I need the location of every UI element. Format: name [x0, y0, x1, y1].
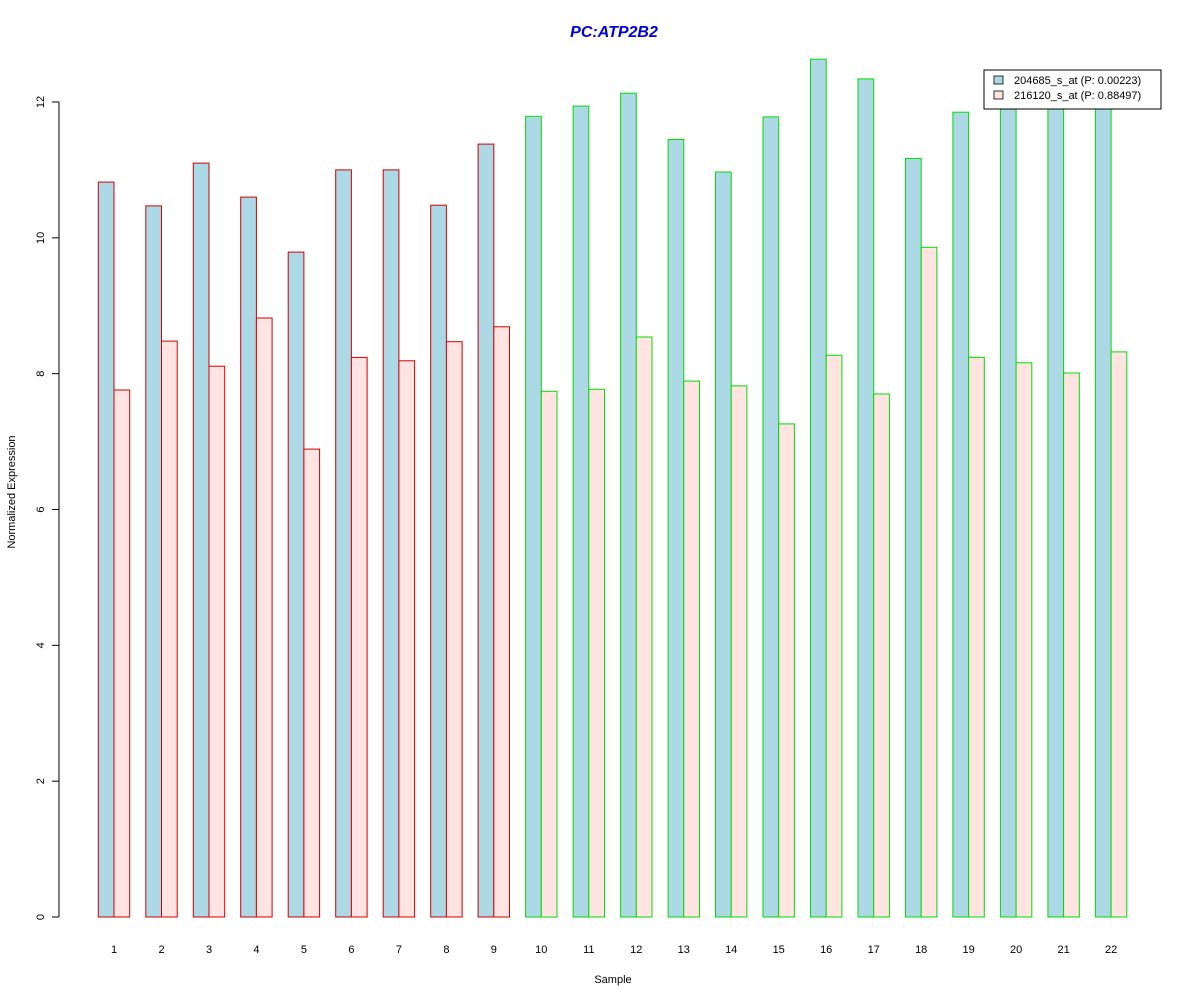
x-tick-label: 14	[725, 944, 737, 956]
bar-2-sample-6	[350, 356, 368, 918]
x-tick-label: 7	[396, 944, 402, 956]
x-tick-label: 21	[1057, 944, 1069, 956]
bar-1-sample-13	[667, 138, 685, 918]
x-tick-label: 13	[678, 944, 690, 956]
y-axis: 0 2 4 6 8 10 12	[35, 96, 60, 920]
bar-1-sample-14	[715, 171, 732, 918]
bar-1-sample-12	[620, 92, 637, 918]
x-tick-label: 3	[206, 944, 212, 956]
bar-1-sample-22	[1094, 94, 1112, 918]
bar-1-sample-7	[382, 169, 400, 918]
legend-label-1: 204685_s_at (P: 0.00223)	[1014, 75, 1141, 87]
bar-2-sample-20	[1015, 362, 1033, 918]
x-tick-label: 22	[1105, 944, 1117, 956]
bar-1-sample-15	[762, 116, 780, 918]
x-tick-label: 17	[868, 944, 880, 956]
bar-2-sample-16	[825, 354, 843, 918]
x-tick-label: 2	[158, 944, 164, 956]
chart-title: PC:ATP2B2	[570, 24, 658, 41]
bar-2-sample-3	[208, 365, 226, 918]
bar-2-sample-4	[255, 317, 273, 918]
bar-1-sample-1	[97, 181, 115, 918]
legend-swatch-2	[993, 90, 1004, 100]
bar-1-sample-2	[145, 205, 163, 918]
bar-1-sample-21	[1047, 101, 1065, 918]
bar-2-sample-17	[873, 393, 890, 918]
bar-1-sample-17	[857, 78, 875, 918]
bar-1-sample-11	[572, 105, 590, 918]
y-tick-label: 8	[35, 371, 47, 377]
bar-2-sample-9	[493, 326, 510, 918]
bar-2-sample-13	[683, 380, 700, 918]
x-tick-label: 4	[253, 944, 259, 956]
bar-2-sample-19	[968, 356, 985, 918]
x-tick-label: 15	[773, 944, 785, 956]
x-tick-label: 16	[820, 944, 832, 956]
bar-1-sample-6	[335, 169, 352, 918]
y-tick-label: 0	[35, 914, 47, 920]
x-tick-label: 8	[443, 944, 449, 956]
x-tick-label: 1	[111, 944, 117, 956]
x-tick-label: 6	[348, 944, 354, 956]
x-axis-ticks: 1 2 3 4 5 6 7 8 9 10 11 12 13 14 15 16 17 18 19 20 21 22	[111, 944, 1117, 956]
legend: 204685_s_at (P: 0.00223) 216120_s_at (P:…	[983, 69, 1162, 110]
bar-2-sample-11	[588, 388, 605, 918]
bar-1-sample-18	[905, 157, 922, 918]
x-tick-label: 5	[301, 944, 307, 956]
bar-2-sample-2	[161, 340, 178, 918]
bar-1-sample-20	[999, 94, 1017, 918]
bar-2-sample-5	[303, 448, 321, 918]
y-tick-label: 6	[35, 506, 47, 512]
bar-2-sample-18	[920, 246, 938, 918]
bar-2-sample-10	[540, 390, 558, 918]
y-tick-label: 10	[35, 232, 47, 244]
y-tick-label: 2	[35, 778, 47, 784]
y-tick-label: 12	[35, 96, 47, 108]
x-tick-label: 10	[535, 944, 547, 956]
bar-1-sample-10	[525, 115, 542, 918]
bar-2-sample-8	[445, 341, 463, 918]
bar-2-sample-14	[730, 385, 748, 918]
bar-2-sample-15	[778, 423, 795, 918]
x-tick-label: 19	[962, 944, 974, 956]
x-tick-label: 20	[1010, 944, 1022, 956]
bar-1-sample-3	[192, 162, 210, 918]
bar-2-sample-12	[635, 336, 653, 918]
bar-2-sample-21	[1063, 372, 1080, 918]
bars	[97, 58, 1128, 918]
bar-1-sample-4	[240, 196, 257, 918]
x-tick-label: 18	[915, 944, 927, 956]
legend-swatch-1	[993, 75, 1004, 85]
x-tick-label: 12	[630, 944, 642, 956]
bar-1-sample-16	[810, 58, 827, 918]
bar-2-sample-1	[113, 389, 131, 918]
y-axis-label: Normalized Expression	[6, 435, 18, 548]
bar-1-sample-9	[477, 143, 495, 918]
bar-2-sample-7	[398, 360, 416, 918]
bar-2-sample-22	[1110, 351, 1128, 918]
bar-1-sample-19	[952, 111, 970, 918]
x-axis-label: Sample	[594, 974, 631, 986]
legend-box	[983, 69, 1162, 110]
bar-1-sample-8	[430, 204, 447, 918]
legend-label-2: 216120_s_at (P: 0.88497)	[1014, 90, 1141, 102]
x-tick-label: 11	[583, 944, 594, 956]
x-tick-label: 9	[491, 944, 497, 956]
y-tick-label: 4	[35, 642, 47, 648]
bar-1-sample-5	[287, 251, 305, 918]
